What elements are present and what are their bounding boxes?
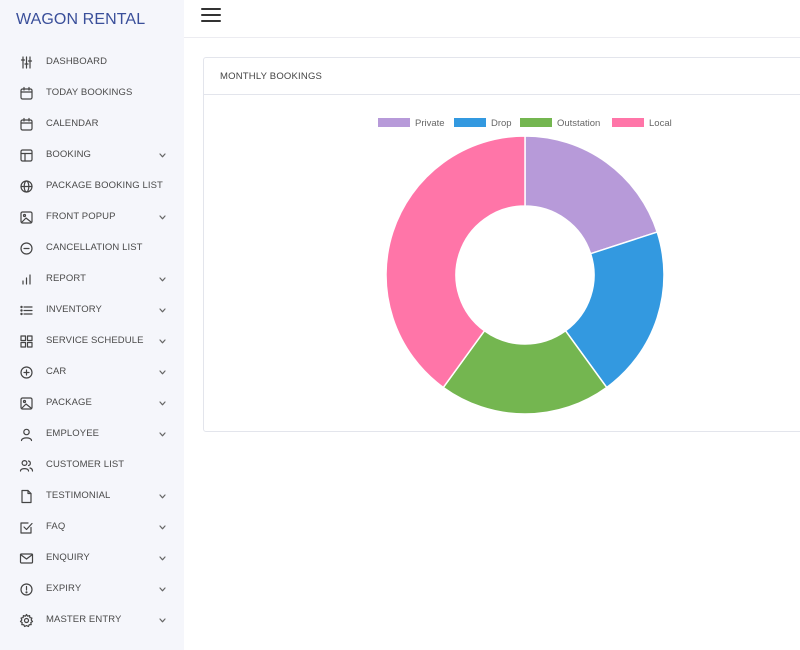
sidebar-item-label: REPORT xyxy=(46,273,87,284)
chevron-down-icon[interactable] xyxy=(158,368,167,377)
sidebar-item-testimonial[interactable]: TESTIMONIAL xyxy=(0,481,184,512)
sidebar-item-label: EMPLOYEE xyxy=(46,428,100,439)
file-icon xyxy=(19,489,34,504)
legend-item-private[interactable]: Private xyxy=(378,118,445,129)
legend-swatch xyxy=(378,118,410,127)
sidebar-item-label: CUSTOMER LIST xyxy=(46,459,125,470)
monthly-bookings-doughnut-chart: Private Drop Outstation Local xyxy=(378,118,672,415)
legend-swatch xyxy=(454,118,486,127)
sidebar-item-expiry[interactable]: EXPIRY xyxy=(0,574,184,605)
minus-circle-icon xyxy=(19,241,34,256)
sidebar-item-calendar[interactable]: CALENDAR xyxy=(0,109,184,140)
card-title: MONTHLY BOOKINGS xyxy=(220,71,323,82)
slice-private[interactable] xyxy=(524,135,659,255)
alert-circle-icon xyxy=(19,582,34,597)
sidebar-item-label: CANCELLATION LIST xyxy=(46,242,143,253)
chevron-down-icon[interactable] xyxy=(158,275,167,284)
sidebar-item-front-popup[interactable]: FRONT POPUP xyxy=(0,202,184,233)
chevron-down-icon[interactable] xyxy=(158,337,167,346)
legend-item-drop[interactable]: Drop xyxy=(454,118,512,129)
legend-label: Outstation xyxy=(557,118,600,129)
grid-icon xyxy=(19,334,34,349)
sidebar-item-package-booking-list[interactable]: PACKAGE BOOKING LIST xyxy=(0,171,184,202)
calendar-icon xyxy=(19,117,34,132)
list-icon xyxy=(19,303,34,318)
chevron-down-icon[interactable] xyxy=(158,430,167,439)
card-header: MONTHLY BOOKINGS xyxy=(204,58,800,95)
sidebar-item-label: DASHBOARD xyxy=(46,56,108,67)
sidebar-menu: DASHBOARD TODAY BOOKINGS CALENDAR BOOKING PA… xyxy=(0,47,184,636)
sidebar-item-label: FAQ xyxy=(46,521,66,532)
sidebar-item-label: ENQUIRY xyxy=(46,552,90,563)
check-square-icon xyxy=(19,520,34,535)
settings-icon xyxy=(19,613,34,628)
globe-icon xyxy=(19,179,34,194)
sidebar-item-label: MASTER ENTRY xyxy=(46,614,122,625)
sidebar-item-package[interactable]: PACKAGE xyxy=(0,388,184,419)
sidebar-item-dashboard[interactable]: DASHBOARD xyxy=(0,47,184,78)
users-icon xyxy=(19,458,34,473)
legend-swatch xyxy=(520,118,552,127)
sidebar-item-label: TESTIMONIAL xyxy=(46,490,111,501)
chevron-down-icon[interactable] xyxy=(158,151,167,160)
legend-item-local[interactable]: Local xyxy=(612,118,672,129)
slice-drop[interactable] xyxy=(564,231,665,389)
sidebar-item-label: CAR xyxy=(46,366,67,377)
chevron-down-icon[interactable] xyxy=(158,554,167,563)
chevron-down-icon[interactable] xyxy=(158,492,167,501)
user-icon xyxy=(19,427,34,442)
legend-label: Private xyxy=(415,118,445,129)
sidebar-item-label: PACKAGE BOOKING LIST xyxy=(46,180,163,191)
sidebar-item-customer-list[interactable]: CUSTOMER LIST xyxy=(0,450,184,481)
legend-label: Local xyxy=(649,118,672,129)
sidebar-item-faq[interactable]: FAQ xyxy=(0,512,184,543)
sidebar-item-service-schedule[interactable]: SERVICE SCHEDULE xyxy=(0,326,184,357)
top-bar xyxy=(184,0,800,38)
legend-item-outstation[interactable]: Outstation xyxy=(520,118,600,129)
sidebar-item-today-bookings[interactable]: TODAY BOOKINGS xyxy=(0,78,184,109)
image-icon xyxy=(19,210,34,225)
sidebar: WAGON RENTAL DASHBOARD TODAY BOOKINGS CALE… xyxy=(0,0,184,650)
chart-legend: Private Drop Outstation Local xyxy=(378,118,672,129)
sidebar-item-employee[interactable]: EMPLOYEE xyxy=(0,419,184,450)
sliders-icon xyxy=(19,55,34,70)
hamburger-menu-icon[interactable] xyxy=(201,8,221,24)
chevron-down-icon[interactable] xyxy=(158,523,167,532)
layout-icon xyxy=(19,148,34,163)
sidebar-item-car[interactable]: CAR xyxy=(0,357,184,388)
sidebar-item-inventory[interactable]: INVENTORY xyxy=(0,295,184,326)
legend-label: Drop xyxy=(491,118,512,129)
slice-local[interactable] xyxy=(385,135,526,389)
legend-swatch xyxy=(612,118,644,127)
image-icon xyxy=(19,396,34,411)
chevron-down-icon[interactable] xyxy=(158,399,167,408)
sidebar-item-report[interactable]: REPORT xyxy=(0,264,184,295)
mail-icon xyxy=(19,551,34,566)
sidebar-item-label: CALENDAR xyxy=(46,118,99,129)
bar-chart-icon xyxy=(19,272,34,287)
sidebar-item-label: FRONT POPUP xyxy=(46,211,116,222)
sidebar-item-label: SERVICE SCHEDULE xyxy=(46,335,144,346)
sidebar-item-master-entry[interactable]: MASTER ENTRY xyxy=(0,605,184,636)
plus-circle-icon xyxy=(19,365,34,380)
chevron-down-icon[interactable] xyxy=(158,585,167,594)
slice-outstation[interactable] xyxy=(442,329,608,415)
sidebar-item-label: PACKAGE xyxy=(46,397,92,408)
sidebar-item-label: EXPIRY xyxy=(46,583,82,594)
calendar-icon xyxy=(19,86,34,101)
chevron-down-icon[interactable] xyxy=(158,616,167,625)
chevron-down-icon[interactable] xyxy=(158,213,167,222)
brand-logo[interactable]: WAGON RENTAL xyxy=(16,11,146,28)
sidebar-item-booking[interactable]: BOOKING xyxy=(0,140,184,171)
sidebar-item-label: INVENTORY xyxy=(46,304,102,315)
sidebar-item-label: TODAY BOOKINGS xyxy=(46,87,133,98)
chevron-down-icon[interactable] xyxy=(158,306,167,315)
sidebar-item-label: BOOKING xyxy=(46,149,92,160)
sidebar-item-enquiry[interactable]: ENQUIRY xyxy=(0,543,184,574)
sidebar-item-cancellation-list[interactable]: CANCELLATION LIST xyxy=(0,233,184,264)
